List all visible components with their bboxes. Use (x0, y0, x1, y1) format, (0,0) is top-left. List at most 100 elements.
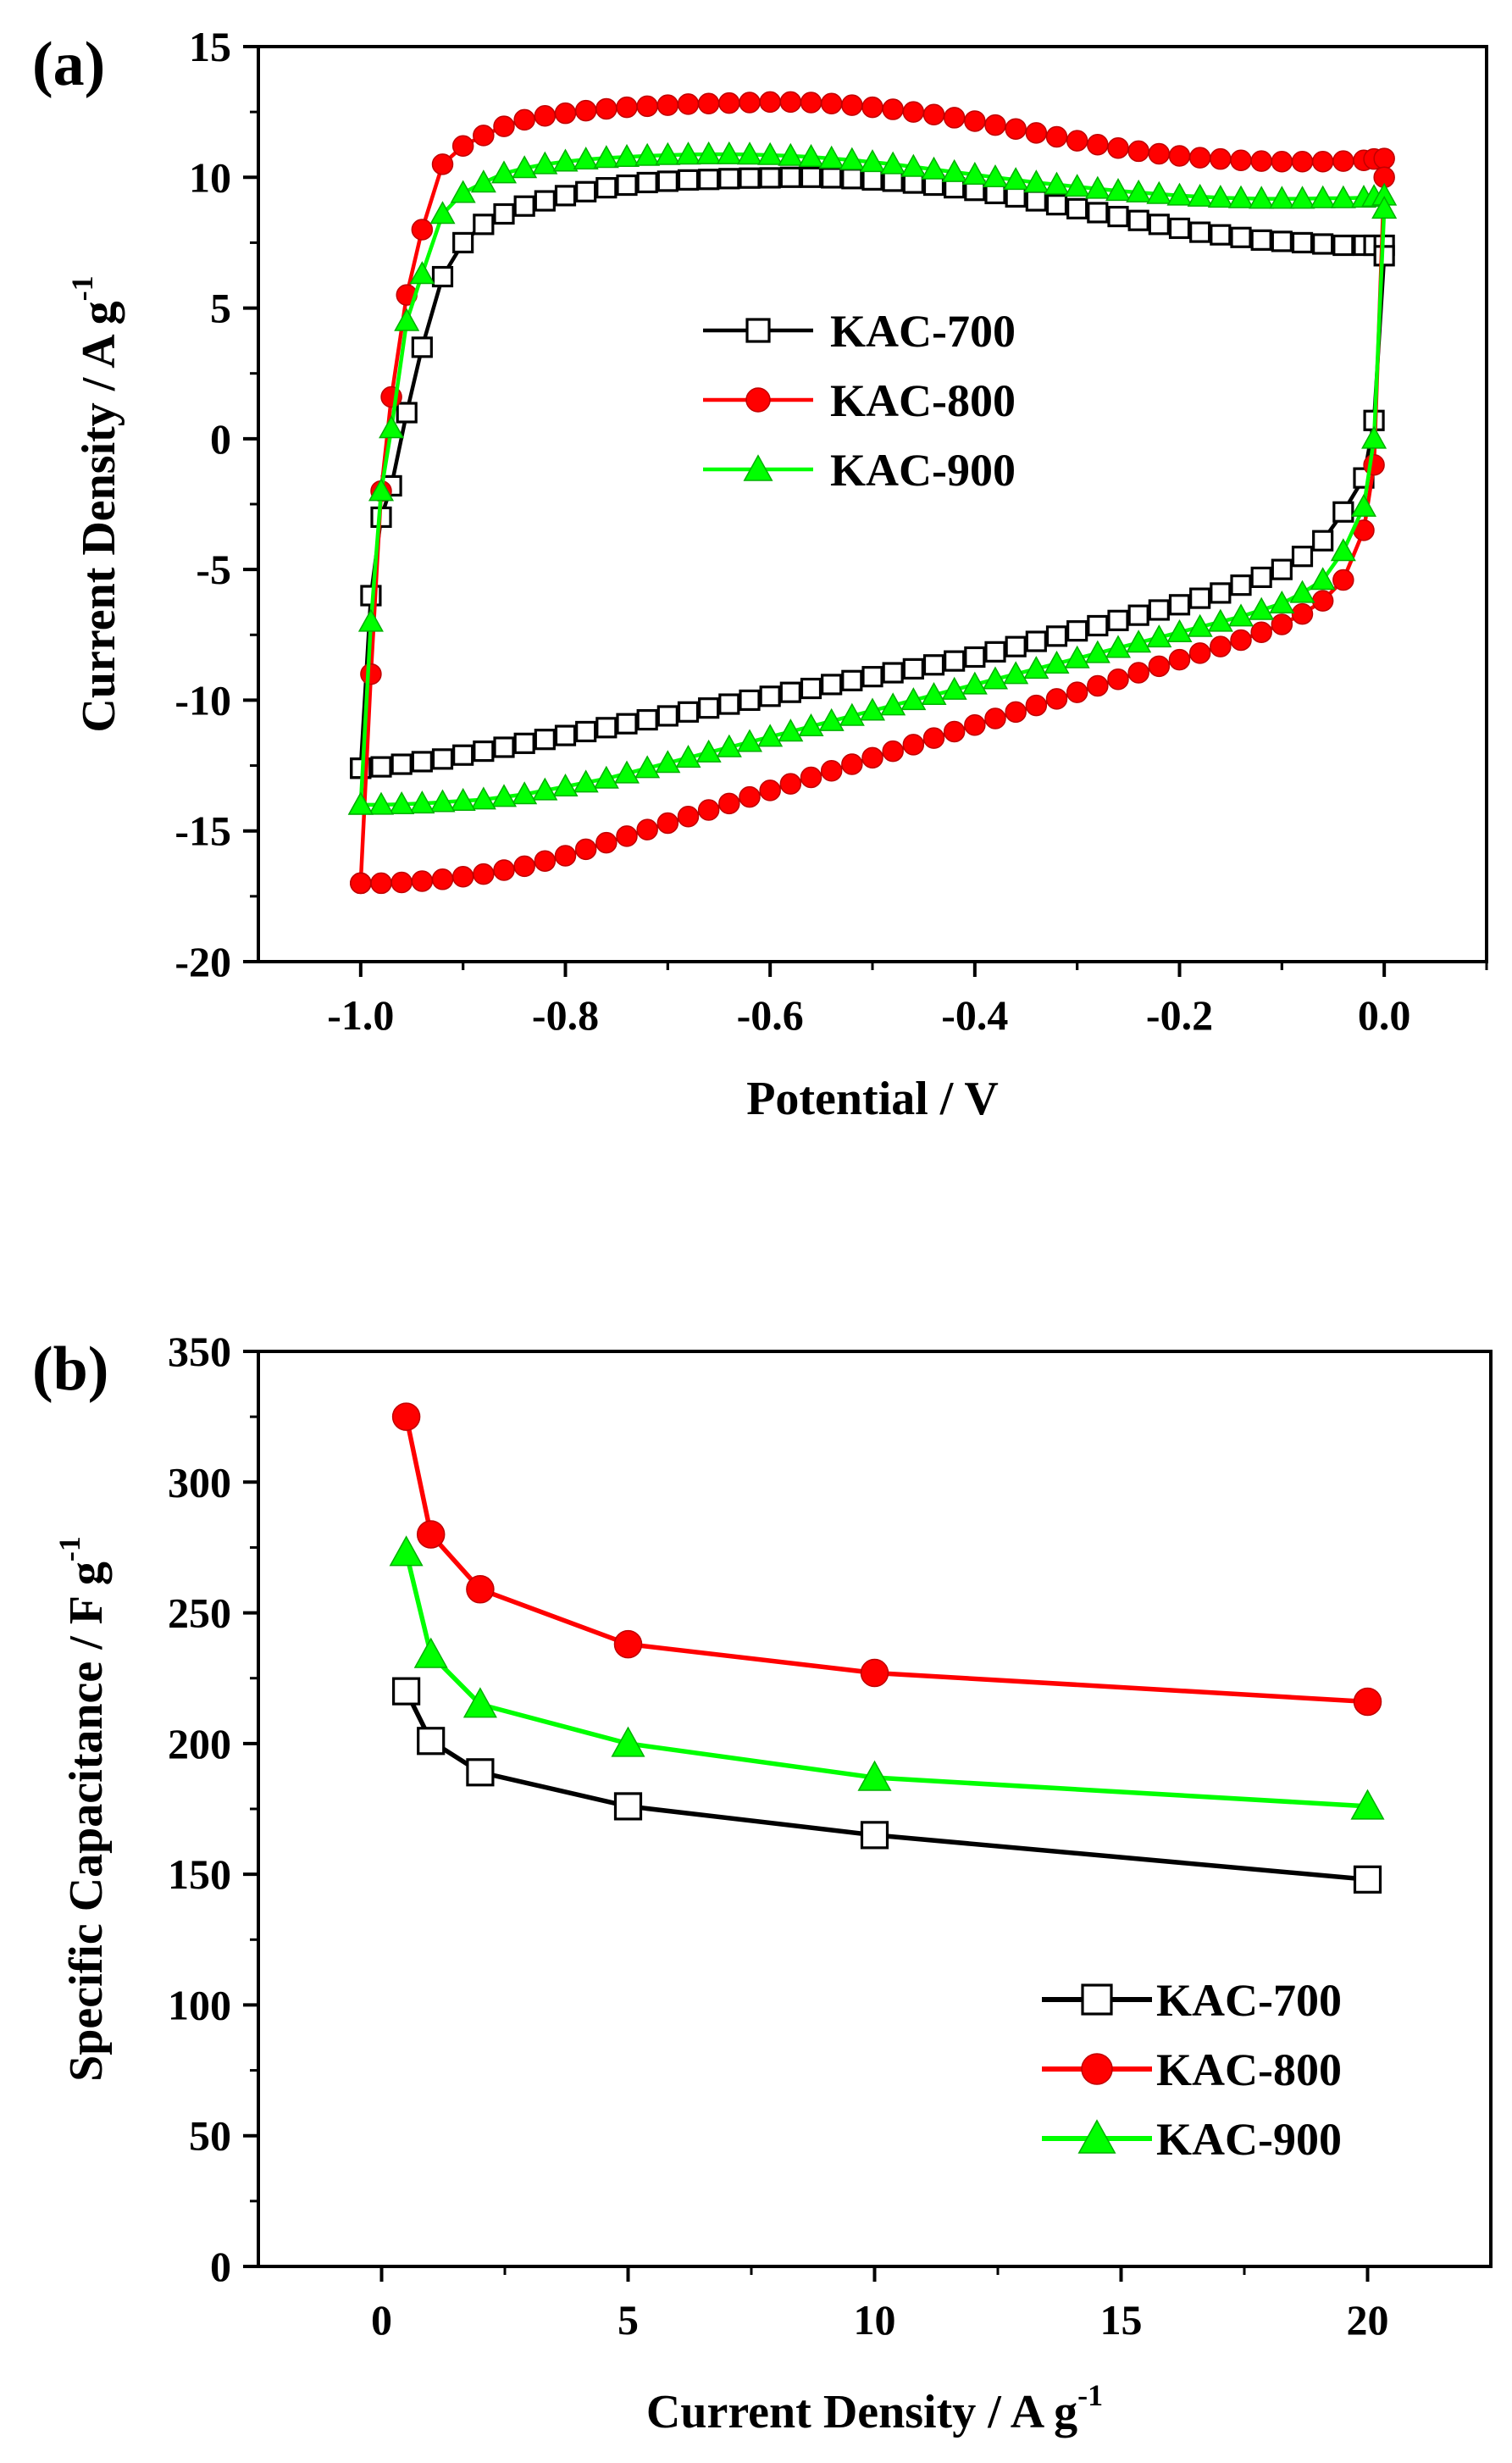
data-point (880, 692, 906, 716)
data-point (1005, 186, 1027, 208)
data-point (677, 805, 700, 828)
data-point (429, 789, 456, 813)
data-point (1127, 209, 1149, 231)
data-point (575, 180, 597, 202)
data-point (839, 702, 865, 726)
y-tick-label: 5 (210, 285, 231, 332)
data-point (1045, 625, 1068, 647)
data-point (1373, 147, 1395, 169)
legend-marker (1081, 1983, 1113, 2016)
data-point (900, 153, 927, 177)
data-point (1271, 613, 1293, 635)
legend-marker (1081, 2053, 1113, 2085)
data-point (493, 115, 515, 137)
legend-item: KAC-700 (703, 306, 1016, 357)
legend-item: KAC-800 (703, 375, 1016, 426)
data-point (616, 825, 638, 847)
data-point (739, 167, 761, 189)
y-tick-label: 50 (189, 2112, 231, 2160)
y-axis-title-text: Current Density / A g (73, 301, 125, 732)
data-point (1087, 614, 1109, 637)
data-point (1166, 182, 1193, 206)
data-point (1269, 186, 1295, 209)
legend-marker (743, 454, 773, 481)
y-tick-label: -20 (174, 938, 231, 985)
data-point (677, 701, 700, 723)
data-point (902, 657, 924, 680)
y-tick-label: -15 (174, 807, 231, 855)
data-point (470, 169, 496, 193)
data-point (1332, 150, 1354, 172)
data-point (534, 729, 556, 751)
data-point (613, 760, 640, 784)
data-point (798, 713, 824, 737)
data-point (1210, 635, 1232, 657)
data-point (513, 108, 535, 131)
x-axis-title-superscript: -1 (1077, 2378, 1103, 2412)
data-point (534, 105, 557, 127)
data-point (677, 169, 700, 191)
data-point (921, 156, 947, 180)
legend-label: KAC-700 (830, 306, 1016, 357)
data-point (473, 740, 495, 763)
data-point (798, 143, 824, 167)
data-point (552, 773, 579, 797)
x-axis-title: Current Density / A g-1 (646, 2378, 1103, 2438)
data-point (984, 114, 1006, 136)
data-point (1107, 609, 1129, 631)
data-point (1332, 569, 1354, 591)
data-point (861, 746, 883, 769)
data-point (554, 724, 577, 746)
x-axis-title-text: Potential / V (746, 1073, 999, 1125)
data-point (1025, 122, 1048, 144)
data-point (473, 214, 495, 236)
data-point (1148, 599, 1170, 621)
data-point (513, 855, 535, 878)
data-point (841, 168, 863, 190)
data-point (697, 92, 720, 115)
data-point (1230, 629, 1252, 652)
y-tick-label: 0 (210, 2243, 231, 2290)
data-point (718, 792, 740, 815)
data-point (595, 717, 618, 739)
data-point (389, 790, 415, 814)
data-point (1044, 650, 1070, 674)
data-point (490, 784, 518, 807)
data-point (1105, 178, 1132, 202)
y-tick-label: 15 (189, 23, 231, 70)
data-point (411, 751, 433, 773)
data-point (779, 773, 802, 795)
data-point (554, 845, 577, 867)
data-point (616, 174, 638, 197)
y-tick-label: -10 (174, 676, 231, 724)
data-point (1066, 130, 1088, 152)
data-point (1025, 630, 1047, 652)
data-point (416, 1520, 446, 1549)
data-point (1271, 151, 1293, 173)
data-point (636, 95, 658, 118)
data-point (1066, 681, 1088, 703)
data-point (1084, 175, 1110, 199)
data-point (860, 1821, 889, 1850)
data-point (1361, 425, 1387, 449)
data-point (716, 734, 742, 757)
data-point (1087, 133, 1109, 156)
data-point (1310, 567, 1336, 591)
data-point (350, 872, 372, 895)
data-point (431, 153, 454, 175)
data-point (759, 685, 781, 707)
data-point (466, 1758, 495, 1787)
x-tick-label: -1.0 (327, 991, 394, 1039)
data-point (739, 689, 761, 712)
data-point (493, 202, 515, 225)
data-point (396, 402, 418, 424)
data-point (800, 92, 822, 114)
x-tick-label: 20 (1347, 2296, 1389, 2344)
data-point (656, 94, 679, 116)
data-point (964, 110, 986, 132)
data-point (718, 92, 740, 114)
y-axis-title: Current Density / A g-1 (65, 275, 125, 732)
data-point (473, 125, 495, 147)
data-point (1250, 150, 1272, 172)
x-tick-label: 10 (854, 2296, 896, 2344)
